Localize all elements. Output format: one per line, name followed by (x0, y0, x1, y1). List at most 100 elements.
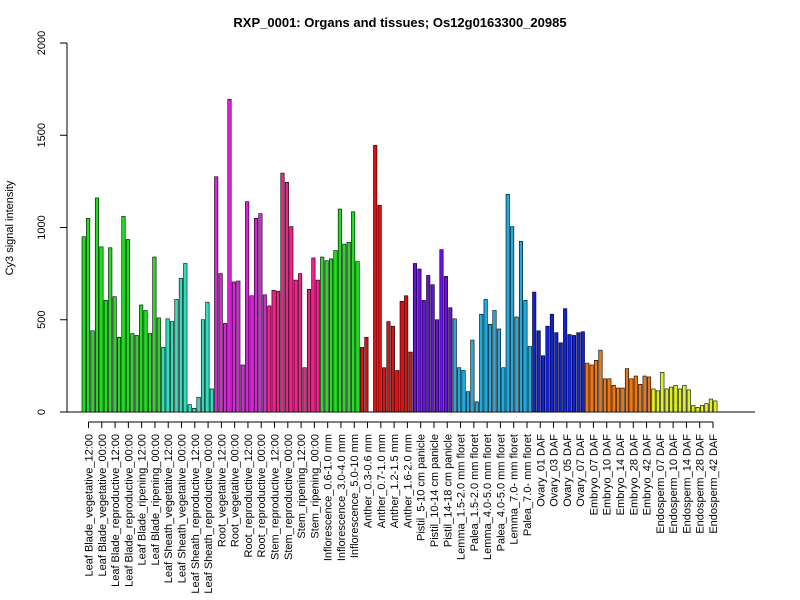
x-tick-label: Anther_0.7-1.0 mm (376, 434, 388, 528)
x-tick-label: Leaf Sheath_vegetative_00:00 (177, 434, 189, 583)
bar (231, 281, 236, 413)
bar (99, 246, 104, 413)
bar (541, 355, 546, 413)
x-tick-label: Ovary_01 DAF (535, 434, 547, 507)
bar (249, 295, 254, 413)
bar (708, 398, 713, 413)
chart-title: RXP_0001: Organs and tissues; Os12g01633… (233, 15, 566, 30)
x-tick-label: Leaf Blade_reproductive_12:00 (110, 434, 122, 587)
bar (187, 404, 192, 413)
bar (412, 263, 418, 413)
bar (289, 226, 294, 413)
bar (174, 299, 179, 413)
y-tick-label: 2000 (36, 31, 48, 55)
bar (461, 370, 466, 413)
x-tick-label: Lemma_7.0- mm floret (509, 434, 521, 545)
bar (315, 279, 320, 413)
bar (585, 362, 590, 413)
bar (377, 205, 382, 413)
bar (439, 249, 444, 413)
bar (192, 408, 197, 413)
bar (284, 182, 289, 413)
bar (337, 208, 342, 413)
y-tick-label: 500 (36, 311, 48, 329)
bar (108, 247, 113, 413)
bar (545, 325, 550, 413)
x-tick-label: Leaf Blade_vegetative_12:00 (84, 434, 96, 577)
bar (196, 396, 201, 413)
bar (333, 250, 338, 413)
bar (223, 323, 228, 413)
x-tick-labels: Leaf Blade_vegetative_12:00 Leaf Blade_ve… (84, 421, 720, 594)
x-tick-label: Ovary_03 DAF (549, 434, 561, 507)
bar (139, 304, 144, 413)
bar (691, 405, 696, 413)
bar (178, 277, 183, 413)
x-tick-label: Ovary_05 DAF (562, 434, 574, 507)
y-tick-label: 1000 (36, 215, 48, 239)
bar (483, 299, 488, 413)
x-tick-label: Endosperm_28 DAF (695, 434, 707, 534)
x-tick-label: Leaf Sheath_reproductive_00:00 (203, 434, 215, 594)
bar (527, 346, 532, 413)
x-tick-label: Embryo_28 DAF (628, 434, 640, 516)
bar (647, 376, 652, 413)
bar (253, 217, 259, 413)
bar (359, 347, 365, 413)
bar (152, 256, 157, 413)
bar (421, 300, 426, 413)
x-tick-label: Embryo_14 DAF (615, 434, 627, 516)
bar (298, 273, 303, 413)
bar (147, 333, 153, 413)
bar (620, 387, 625, 413)
bar (536, 330, 541, 413)
bar (704, 403, 709, 413)
bar (465, 391, 471, 413)
bar (165, 318, 170, 413)
x-tick-label: Stem_ripening_12:00 (296, 434, 308, 539)
bar (399, 300, 404, 413)
x-tick-label: Endosperm_42 DAF (708, 434, 720, 534)
bar (448, 307, 453, 413)
bar (125, 239, 130, 413)
x-tick-label: Leaf Blade_ripening_12:00 (137, 434, 149, 566)
bar (205, 301, 210, 413)
bar (624, 368, 630, 413)
bar (576, 332, 581, 413)
x-tick-label: Pistil_5-10 cm panicle (416, 434, 428, 541)
bar (523, 300, 528, 413)
bar (276, 290, 281, 413)
x-tick-label: Leaf Sheath_vegetative_12:00 (163, 434, 175, 583)
x-tick-label: Endosperm_10 DAF (668, 434, 680, 534)
bar (311, 257, 316, 413)
bar (501, 367, 506, 413)
x-tick-label: Anther_0.3-0.6 mm (363, 434, 375, 528)
bar (457, 367, 462, 413)
bar (642, 375, 647, 413)
bar (86, 217, 91, 413)
bar (629, 378, 634, 413)
bar (682, 384, 687, 413)
x-tick-label: Lemma_4.0-5.0 mm floret (482, 434, 494, 560)
bar (302, 367, 307, 413)
bar (602, 378, 607, 413)
bar (518, 241, 524, 413)
x-tick-label: Endosperm_14 DAF (681, 434, 693, 534)
bar (390, 325, 395, 413)
bar (549, 313, 554, 413)
bar (594, 360, 599, 413)
x-tick-label: Ovary_07 DAF (575, 434, 587, 507)
bar (700, 405, 705, 413)
bar (395, 370, 400, 413)
bar (170, 321, 175, 413)
x-tick-label: Stem_ripening_00:00 (309, 434, 321, 539)
bar (214, 176, 219, 413)
bar (351, 211, 356, 413)
bar (430, 284, 435, 413)
bar (474, 401, 479, 413)
bar (435, 319, 440, 413)
bar (669, 386, 674, 413)
bar (417, 268, 422, 413)
bar (479, 313, 484, 413)
bar (346, 241, 351, 413)
